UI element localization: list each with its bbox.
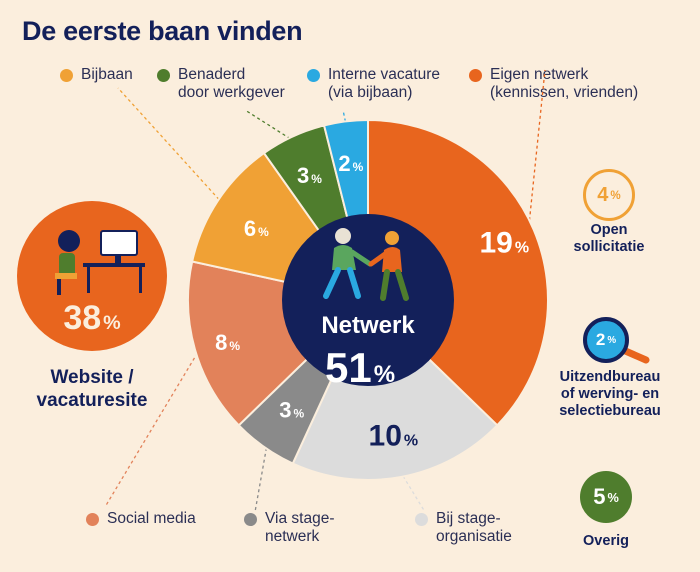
legend-label: Bijbaan [81, 66, 133, 83]
overig-circle: 5% [580, 471, 632, 523]
legend-label: organisatie [436, 528, 512, 545]
slice-value-label-6: 2% [338, 151, 363, 176]
website-circle: 38% [17, 201, 167, 351]
legend-label: (via bijbaan) [328, 84, 413, 101]
page-title: De eerste baan vinden [22, 16, 303, 46]
legend-item-eigen-netwerk: Eigen netwerk (kennissen, vrienden) [469, 66, 638, 102]
open-sollicitatie-label: Open sollicitatie [573, 222, 645, 255]
legend-label: (kennissen, vrienden) [490, 84, 639, 101]
legend-label: Via stage- [265, 510, 335, 527]
leader-line-3 [104, 347, 202, 508]
legend-dot [469, 69, 482, 82]
slice-value-label-1: 10% [369, 420, 419, 453]
computer-user-icon [55, 230, 145, 295]
legend-dot [60, 69, 73, 82]
legend-dot [244, 513, 257, 526]
overig-label: Overig [583, 533, 629, 549]
slice-0 [367, 118, 549, 427]
legend-dot [157, 69, 170, 82]
legend-item-stage-netwerk: Via stage- netwerk [244, 510, 335, 546]
slice-value-label-3: 8% [215, 330, 240, 355]
legend-item-stage-organisatie: Bij stage- organisatie [415, 510, 512, 546]
legend-item-benaderd: Benaderd door werkgever [157, 66, 285, 102]
legend-label: door werkgever [178, 84, 285, 101]
open-sollicitatie-circle: 4% [583, 169, 635, 221]
leader-line-4 [117, 87, 224, 205]
slice-value-label-2: 3% [279, 398, 304, 423]
uitzendbureau-circle: 2% [583, 317, 629, 363]
legend-label: Bij stage- [436, 510, 501, 527]
leader-line-5 [244, 109, 296, 143]
leader-line-1 [399, 470, 426, 513]
legend-label: Benaderd [178, 66, 246, 83]
slice-labels: 19 % 10 % 3 % 8 % 6 % 3 % 2% [215, 151, 529, 453]
leader-line-2 [254, 441, 269, 513]
slice-value-label-5: 3% [297, 163, 322, 188]
slice-1 [291, 298, 499, 481]
center-label: Netwerk [321, 312, 415, 339]
uitzendbureau-label: Uitzendbureau of werving- en selectiebur… [559, 369, 661, 419]
slice-value-label-0: 19% [479, 226, 529, 259]
center-circle [282, 214, 454, 386]
legend-item-social-media: Social media [86, 510, 196, 528]
legend-dot [415, 513, 428, 526]
website-label: Website / vacaturesite [36, 367, 148, 411]
legend-dot [307, 69, 320, 82]
legend-label: Eigen netwerk [490, 66, 589, 83]
legend-item-bijbaan: Bijbaan [60, 66, 133, 84]
legend-dot [86, 513, 99, 526]
center-value: 51% [325, 344, 395, 391]
legend-label: netwerk [265, 528, 320, 545]
leader-line-0 [527, 69, 546, 233]
handshake-icon [323, 228, 409, 301]
legend-label: Social media [107, 510, 196, 527]
slice-value-label-4: 6% [244, 216, 269, 241]
legend-item-intern: Interne vacature (via bijbaan) [307, 66, 440, 102]
legend-label: Interne vacature [328, 66, 441, 83]
website-value: 38% [63, 299, 121, 337]
